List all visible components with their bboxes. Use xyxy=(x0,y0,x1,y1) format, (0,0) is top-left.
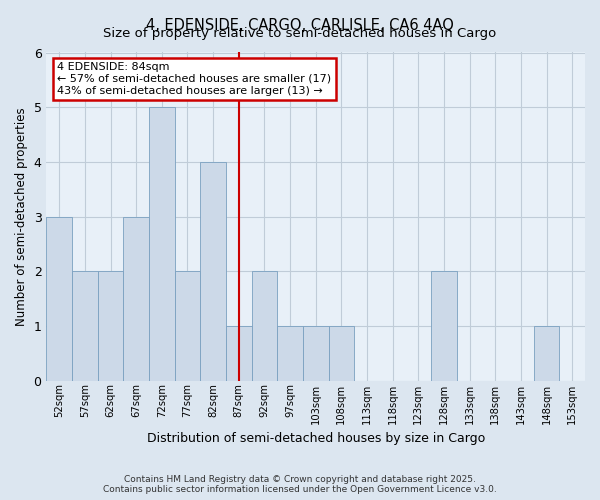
Text: Size of property relative to semi-detached houses in Cargo: Size of property relative to semi-detach… xyxy=(103,28,497,40)
Bar xyxy=(277,326,303,380)
Bar xyxy=(72,272,98,380)
Text: 4, EDENSIDE, CARGO, CARLISLE, CA6 4AQ: 4, EDENSIDE, CARGO, CARLISLE, CA6 4AQ xyxy=(146,18,454,32)
Bar xyxy=(124,216,149,380)
Bar xyxy=(200,162,226,380)
Bar xyxy=(431,272,457,380)
Bar xyxy=(46,216,72,380)
Bar xyxy=(226,326,251,380)
X-axis label: Distribution of semi-detached houses by size in Cargo: Distribution of semi-detached houses by … xyxy=(146,432,485,445)
Y-axis label: Number of semi-detached properties: Number of semi-detached properties xyxy=(15,108,28,326)
Bar xyxy=(329,326,354,380)
Bar xyxy=(534,326,559,380)
Bar xyxy=(303,326,329,380)
Bar xyxy=(251,272,277,380)
Bar xyxy=(149,107,175,380)
Bar xyxy=(175,272,200,380)
Text: Contains HM Land Registry data © Crown copyright and database right 2025.
Contai: Contains HM Land Registry data © Crown c… xyxy=(103,474,497,494)
Text: 4 EDENSIDE: 84sqm
← 57% of semi-detached houses are smaller (17)
43% of semi-det: 4 EDENSIDE: 84sqm ← 57% of semi-detached… xyxy=(57,62,331,96)
Bar xyxy=(98,272,124,380)
